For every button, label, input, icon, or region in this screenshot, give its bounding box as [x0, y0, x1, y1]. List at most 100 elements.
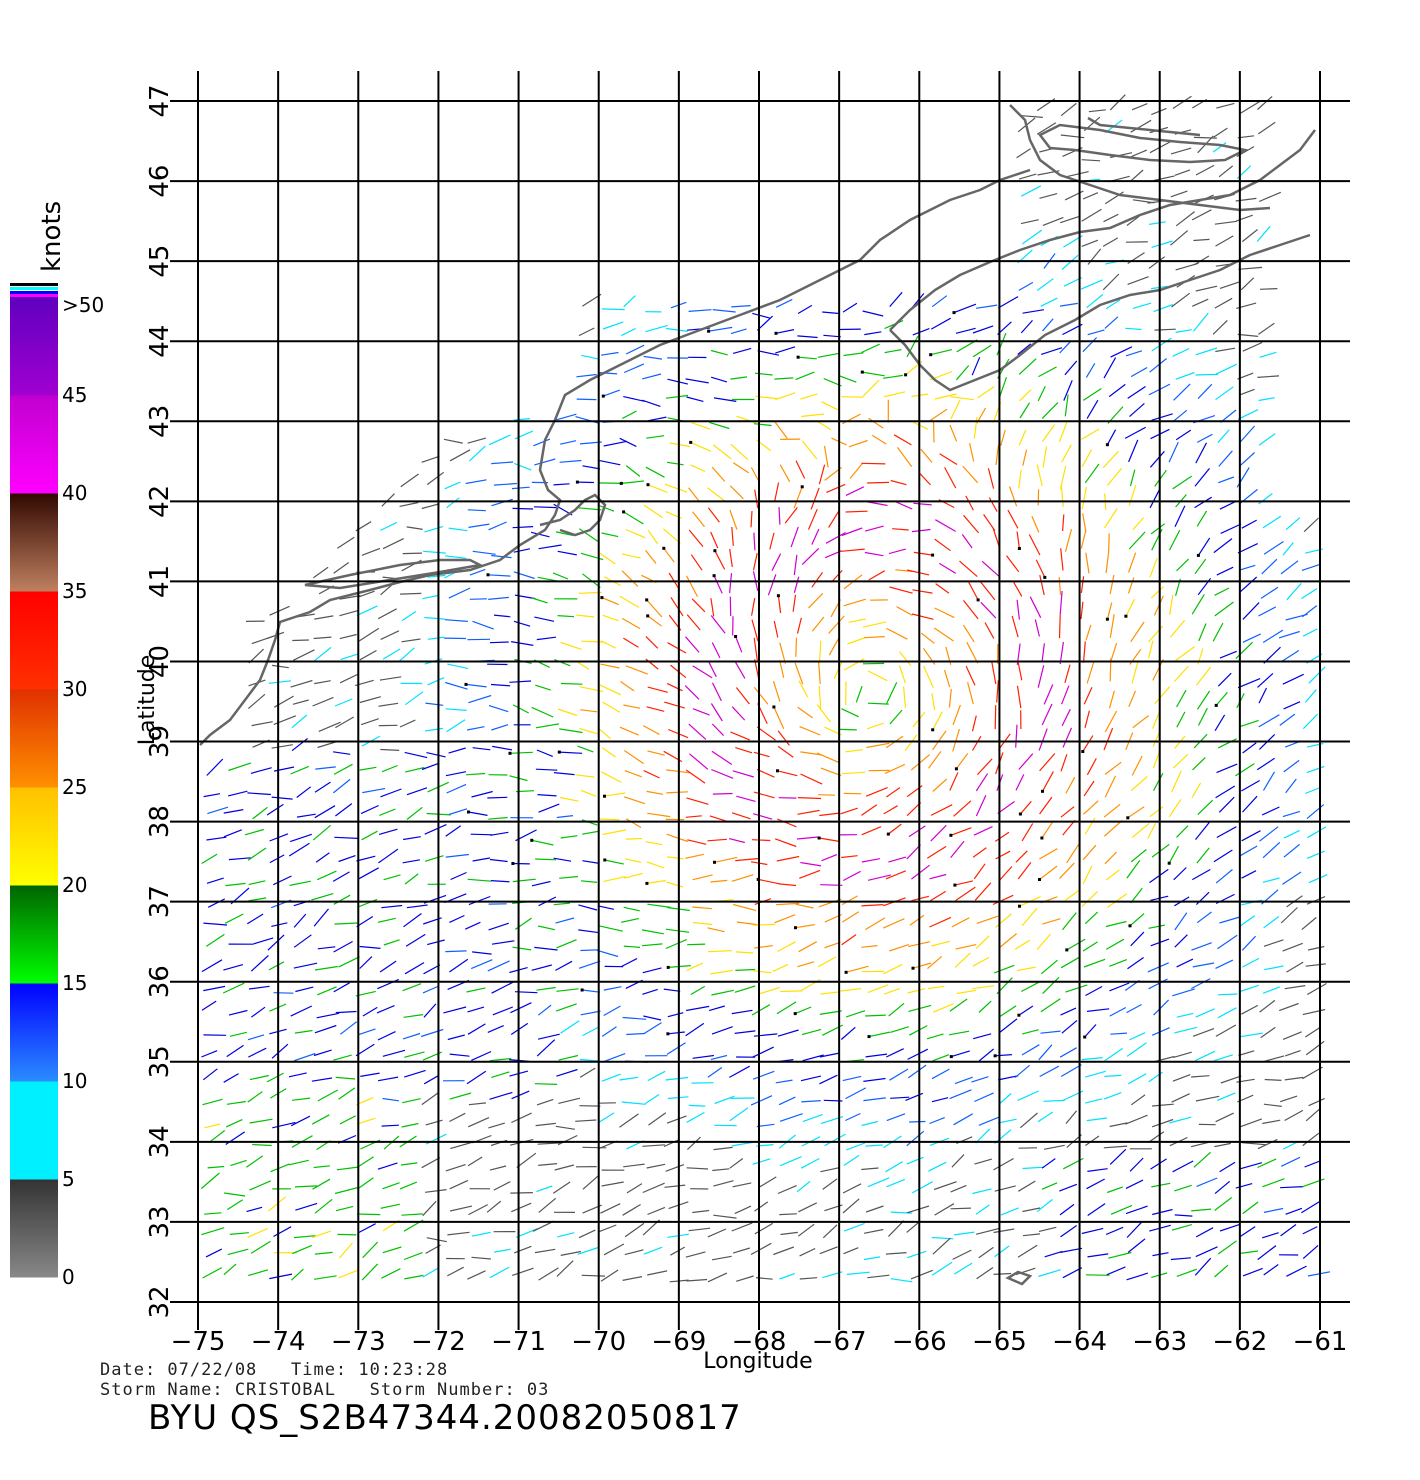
rain-flag-marker	[886, 832, 890, 836]
wind-vector	[379, 808, 396, 816]
wind-vector	[1058, 420, 1069, 443]
lat-lon-grid	[170, 71, 1350, 1330]
wind-vector	[642, 1182, 665, 1194]
wind-vector	[1018, 358, 1037, 375]
wind-vector	[444, 619, 468, 622]
wind-vector	[865, 1144, 883, 1147]
wind-vector	[472, 620, 494, 630]
lon-tick-label: −69	[651, 1327, 706, 1357]
wind-vector	[601, 747, 616, 758]
wind-vector	[1174, 169, 1191, 176]
legend-swatch	[10, 787, 58, 886]
wind-vector	[961, 534, 973, 549]
wind-vector	[1237, 543, 1258, 554]
wind-vector	[1103, 213, 1119, 223]
wind-vector	[1104, 710, 1118, 733]
wind-vector	[1282, 810, 1301, 818]
wind-vector	[735, 661, 746, 679]
wind-vector	[1130, 849, 1147, 863]
wind-vector	[780, 990, 803, 993]
wind-vector	[828, 615, 845, 634]
wind-vector	[1217, 1240, 1237, 1255]
wind-vector	[446, 719, 466, 733]
wind-vector	[537, 1142, 561, 1145]
wind-vector	[707, 507, 720, 523]
lon-tick-label: −73	[331, 1327, 386, 1357]
wind-vector	[928, 985, 945, 990]
wind-vector	[1060, 806, 1075, 818]
wind-vector	[904, 734, 918, 752]
wind-vector	[333, 894, 351, 905]
wind-vector	[777, 1185, 797, 1195]
wind-vector	[1022, 1029, 1039, 1035]
wind-vector	[600, 1269, 619, 1282]
wind-vector	[314, 680, 331, 685]
wind-vector	[207, 898, 226, 908]
wind-vector	[621, 957, 638, 968]
wind-vector	[1174, 1184, 1192, 1192]
wind-vector	[950, 399, 961, 420]
wind-vector	[513, 418, 531, 421]
wind-vector	[922, 665, 934, 688]
wind-vector	[445, 771, 467, 777]
wind-vector	[713, 1180, 734, 1187]
wind-vector	[1220, 523, 1242, 534]
wind-vector	[288, 1072, 307, 1078]
wind-vector	[422, 985, 438, 994]
wind-vector	[752, 552, 758, 571]
wind-vector	[557, 1232, 575, 1238]
wind-vector	[729, 485, 744, 500]
rain-flag-marker	[619, 481, 623, 485]
wind-vector	[1193, 136, 1217, 139]
wind-vector	[685, 1022, 705, 1037]
wind-vector	[1264, 965, 1284, 971]
rain-flag-marker	[1083, 1035, 1087, 1039]
rain-flag-marker	[600, 596, 604, 600]
wind-vector	[999, 1018, 1018, 1033]
wind-vector	[729, 573, 733, 594]
wind-vector	[312, 1178, 331, 1190]
wind-vector	[311, 893, 334, 901]
wind-vector	[863, 1256, 881, 1261]
wind-vector	[1105, 1226, 1124, 1236]
wind-vector	[1080, 279, 1103, 290]
wind-vector	[579, 1067, 596, 1078]
legend-cap-stripe	[10, 291, 58, 294]
wind-vector	[552, 572, 569, 580]
wind-vector	[800, 751, 822, 756]
wind-vector	[1286, 1265, 1307, 1277]
wind-vector	[1126, 1272, 1149, 1281]
wind-vector	[890, 479, 907, 486]
wind-vector	[981, 560, 1000, 577]
wind-vector	[1239, 1162, 1263, 1170]
wind-vector	[931, 940, 951, 947]
wind-vector	[734, 1205, 752, 1215]
legend-label: 45	[62, 383, 87, 407]
wind-vector	[950, 396, 974, 401]
wind-vector	[912, 1181, 933, 1194]
wind-vector	[909, 914, 925, 926]
wind-vector	[1212, 319, 1228, 335]
wind-vector	[339, 610, 358, 617]
wind-vector	[622, 1203, 641, 1216]
wind-vector	[533, 438, 551, 447]
wind-vector	[624, 796, 646, 805]
wind-vector	[1129, 1157, 1144, 1172]
wind-vector	[488, 521, 507, 531]
wind-vector	[641, 929, 664, 935]
rain-flag-marker	[954, 767, 958, 771]
wind-vector	[357, 1028, 376, 1036]
wind-vector	[1081, 428, 1100, 440]
wind-vector	[1105, 938, 1125, 950]
wind-vector	[647, 1206, 666, 1216]
wind-vector	[311, 1114, 330, 1125]
wind-vector	[557, 1134, 578, 1146]
wind-vector	[1215, 1112, 1234, 1123]
wind-vector	[912, 421, 929, 430]
wind-vector	[665, 1076, 689, 1081]
wind-vector	[1103, 1145, 1128, 1149]
wind-vector	[1215, 347, 1236, 353]
wind-vector	[1282, 542, 1294, 556]
wind-vector	[1306, 804, 1325, 820]
wind-vector	[663, 1139, 680, 1148]
